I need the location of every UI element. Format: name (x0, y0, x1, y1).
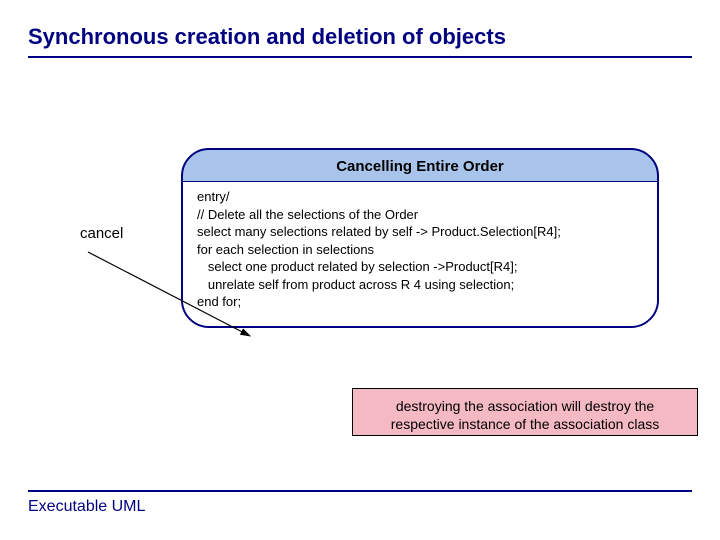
footer-text: Executable UML (28, 490, 692, 516)
annotation-line2: respective instance of the association c… (365, 415, 685, 433)
transition-arrow (0, 0, 720, 540)
annotation-line1: destroying the association will destroy … (365, 397, 685, 415)
annotation-box: destroying the association will destroy … (352, 388, 698, 436)
